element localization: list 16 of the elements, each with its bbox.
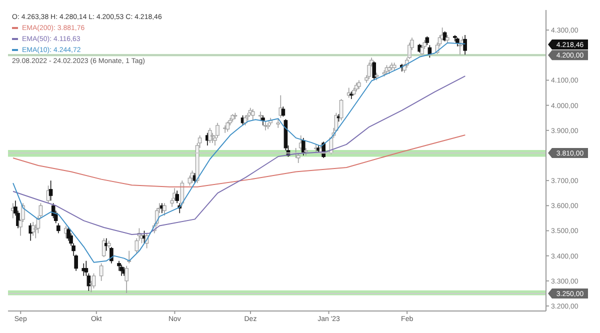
candlestick: [226, 121, 230, 132]
line-series: [12, 76, 466, 235]
candlestick: [102, 238, 106, 258]
candlestick: [99, 262, 104, 282]
candlestick: [48, 180, 53, 202]
candlestick: [56, 222, 60, 234]
candlestick: [175, 190, 180, 204]
candlestick: [261, 114, 265, 126]
candlestick: [110, 246, 114, 264]
candlestick: [349, 91, 354, 100]
candlestick: [180, 180, 184, 206]
candlestick: [92, 272, 96, 289]
candlestick: [258, 111, 262, 121]
line-series: [12, 134, 466, 188]
candlestick: [127, 250, 132, 264]
candlestick: [276, 118, 280, 128]
